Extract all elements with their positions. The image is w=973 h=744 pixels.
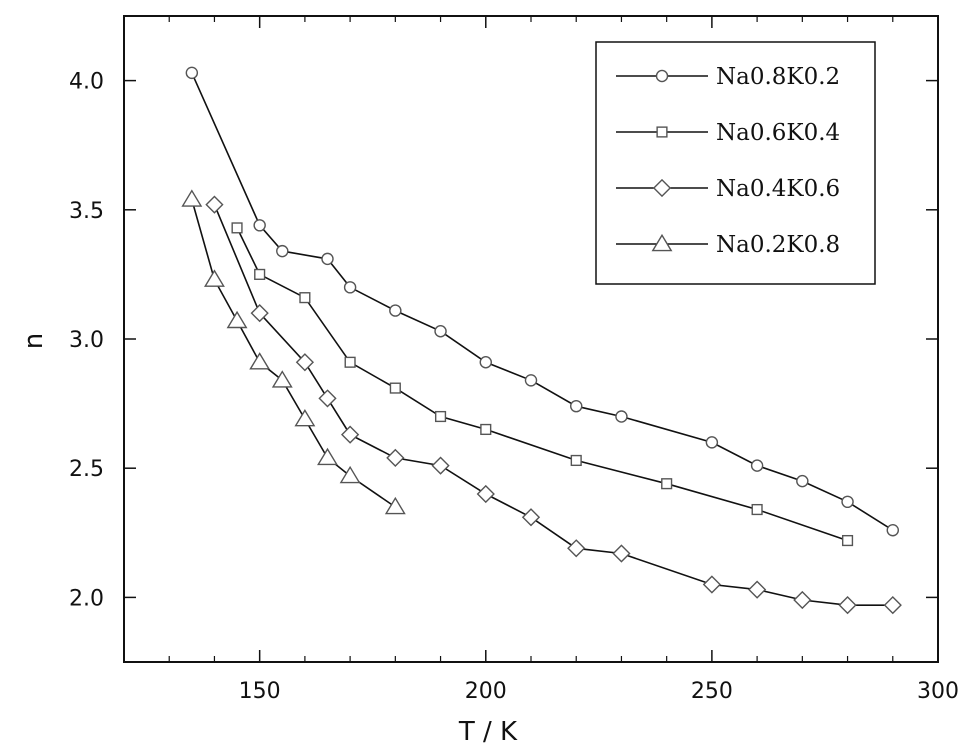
y-tick-label: 2.5 bbox=[69, 457, 104, 482]
data-point bbox=[480, 423, 492, 436]
x-tick-label: 250 bbox=[691, 679, 733, 704]
data-point bbox=[185, 66, 199, 80]
data-point bbox=[886, 523, 900, 537]
data-point bbox=[384, 496, 406, 515]
data-point bbox=[231, 222, 243, 234]
legend-marker bbox=[656, 126, 668, 138]
data-point bbox=[318, 389, 337, 408]
data-point bbox=[838, 596, 857, 615]
data-point bbox=[524, 374, 538, 387]
data-point bbox=[750, 459, 764, 472]
series-square bbox=[231, 222, 854, 547]
data-point bbox=[253, 219, 266, 232]
series-line bbox=[213, 204, 893, 607]
data-point bbox=[434, 325, 447, 338]
data-point bbox=[226, 310, 248, 329]
legend-marker bbox=[655, 69, 669, 83]
series-triangle bbox=[181, 189, 406, 515]
data-point bbox=[841, 495, 854, 509]
legend: Na0.8K0.2 Na0.6K0.4 Na0.4K0.6 Na0.2K0.8 bbox=[595, 41, 876, 285]
data-point bbox=[705, 436, 719, 449]
y-tick-label: 2.0 bbox=[69, 586, 104, 611]
data-point bbox=[479, 356, 493, 369]
data-point bbox=[321, 252, 334, 266]
data-point bbox=[250, 304, 269, 323]
data-point bbox=[203, 269, 225, 287]
data-point bbox=[343, 281, 357, 294]
data-point bbox=[181, 189, 203, 207]
data-point bbox=[521, 508, 541, 527]
data-point bbox=[271, 370, 293, 388]
data-point bbox=[434, 410, 447, 423]
data-point bbox=[344, 356, 356, 368]
legend-label: Na0.8K0.2 bbox=[716, 64, 840, 90]
data-point bbox=[751, 503, 763, 516]
data-point bbox=[612, 544, 631, 563]
data-point bbox=[793, 590, 812, 610]
data-point bbox=[254, 268, 266, 280]
data-point bbox=[570, 454, 582, 467]
y-tick-label: 3.0 bbox=[69, 328, 104, 353]
series-circle bbox=[185, 66, 900, 537]
legend-label: Na0.6K0.4 bbox=[716, 120, 840, 146]
legend-label: Na0.2K0.8 bbox=[716, 232, 840, 258]
legend-item: Na0.4K0.6 bbox=[616, 176, 840, 202]
legend-label: Na0.4K0.6 bbox=[716, 176, 840, 202]
legend-item: Na0.6K0.4 bbox=[616, 120, 840, 146]
data-point bbox=[567, 539, 586, 558]
series-line bbox=[191, 199, 396, 508]
legend-marker bbox=[651, 233, 673, 252]
data-point bbox=[615, 410, 628, 423]
data-point bbox=[276, 244, 289, 258]
y-tick-label: 4.0 bbox=[69, 70, 104, 95]
data-point bbox=[339, 465, 361, 484]
data-point bbox=[476, 484, 495, 504]
data-point bbox=[569, 399, 583, 413]
legend-item: Na0.2K0.8 bbox=[616, 232, 840, 258]
legend-marker bbox=[652, 178, 672, 198]
data-point bbox=[747, 580, 767, 599]
data-point bbox=[340, 425, 360, 444]
data-point bbox=[661, 478, 673, 490]
y-axis-label: n bbox=[19, 333, 49, 349]
series-diamond bbox=[205, 195, 902, 615]
data-point bbox=[389, 304, 402, 317]
series-line bbox=[191, 72, 894, 531]
x-tick-label: 200 bbox=[465, 679, 507, 704]
data-point bbox=[294, 408, 316, 427]
data-point bbox=[883, 596, 902, 615]
axis-ticks: 150 200 250 300 2.0 2.5 3.0 3.5 4.0 bbox=[69, 16, 959, 704]
data-point bbox=[431, 456, 450, 475]
data-point bbox=[299, 292, 311, 304]
x-tick-label: 150 bbox=[239, 679, 281, 704]
x-tick-label: 300 bbox=[917, 679, 959, 704]
data-point bbox=[317, 447, 338, 466]
data-point bbox=[841, 534, 854, 547]
y-tick-label: 3.5 bbox=[69, 199, 104, 224]
data-point bbox=[295, 353, 315, 372]
x-axis-label: T / K bbox=[458, 717, 518, 744]
data-point bbox=[249, 352, 271, 370]
data-point bbox=[796, 474, 809, 488]
data-point bbox=[389, 382, 401, 394]
data-point bbox=[702, 575, 722, 594]
legend-item: Na0.8K0.2 bbox=[616, 64, 840, 90]
data-point bbox=[386, 448, 405, 467]
data-point bbox=[205, 195, 224, 214]
series-layer bbox=[181, 66, 902, 615]
